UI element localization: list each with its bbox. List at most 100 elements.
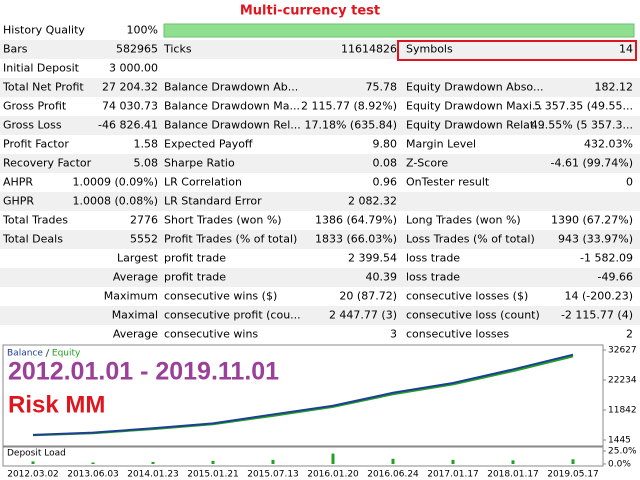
table-cell: consecutive losses — [406, 328, 509, 341]
table-cell: -4.61 (99.74%) — [551, 157, 633, 170]
table-cell: Ticks — [163, 43, 192, 56]
bar — [211, 460, 215, 464]
report-title: Multi-currency test — [240, 4, 380, 19]
row-background — [0, 268, 640, 287]
table-cell: 75.78 — [366, 81, 398, 94]
table-cell: 2 — [626, 328, 633, 341]
table-cell: GHPR — [3, 195, 34, 208]
bar — [91, 462, 95, 464]
table-cell: Loss Trades (% of total) — [406, 233, 535, 246]
chart-title: Deposit Load — [7, 449, 66, 459]
table-cell: Maximal — [112, 309, 158, 322]
table-cell: 27 204.32 — [102, 81, 158, 94]
table-cell: 1.0008 (0.08%) — [72, 195, 158, 208]
table-cell: profit trade — [164, 271, 226, 284]
table-cell: 1.0009 (0.09%) — [72, 176, 158, 189]
table-cell: Recovery Factor — [3, 157, 92, 170]
table-cell: OnTester result — [406, 176, 490, 189]
table-cell: 14 — [619, 43, 633, 56]
table-cell: Z-Score — [406, 157, 448, 170]
table-cell: loss trade — [406, 271, 460, 284]
x-tick-label: 2015.01.21 — [187, 470, 239, 480]
table-cell: Short Trades (won %) — [164, 214, 282, 227]
bar — [391, 458, 395, 464]
row-background — [0, 116, 640, 135]
table-cell: 1390 (67.27%) — [551, 214, 633, 227]
legend-entry: Balance — [7, 349, 43, 359]
table-cell: Bars — [3, 43, 28, 56]
table-cell: -2 115.77 (4) — [561, 309, 633, 322]
x-tick-label: 2015.07.13 — [247, 470, 299, 480]
y-tick-label: 0.0% — [608, 460, 631, 470]
quality-bar — [163, 23, 635, 38]
bar — [511, 460, 515, 464]
table-cell: 11614826 — [341, 43, 397, 56]
annotation: 2012.01.01 - 2019.11.01 — [8, 358, 279, 386]
table-cell: 100% — [127, 24, 158, 37]
table-cell: 2 082.32 — [348, 195, 397, 208]
table-cell: 0.96 — [373, 176, 398, 189]
table-cell: Total Trades — [2, 214, 68, 227]
table-cell: 3 000.00 — [109, 62, 158, 75]
table-cell: Expected Payoff — [164, 138, 253, 151]
table-cell: 582965 — [116, 43, 158, 56]
table-cell: Profit Factor — [3, 138, 69, 151]
x-tick-label: 2012.03.02 — [7, 470, 59, 480]
y-tick-label: 22234 — [608, 375, 637, 385]
table-cell: Long Trades (won %) — [406, 214, 521, 227]
table-cell: -46 826.41 — [98, 119, 158, 132]
table-cell: 432.03% — [584, 138, 633, 151]
table-cell: -49.66 — [598, 271, 633, 284]
table-cell: Sharpe Ratio — [164, 157, 235, 170]
highlight-box — [397, 40, 637, 61]
bar — [31, 461, 35, 464]
table-cell: Maximum — [104, 290, 158, 303]
table-cell: 5.08 — [134, 157, 159, 170]
table-cell: Balance Drawdown Rel... — [164, 119, 301, 132]
table-cell: Balance Drawdown Ab... — [164, 81, 298, 94]
y-tick-label: 11842 — [608, 405, 637, 415]
bar — [271, 459, 275, 464]
table-cell: 5552 — [130, 233, 158, 246]
y-tick-label: 32627 — [608, 346, 637, 356]
annotation: Risk MM — [8, 391, 105, 418]
y-tick-label: 1445 — [608, 436, 631, 446]
table-cell: loss trade — [406, 252, 460, 265]
table-cell: 20 (87.72) — [339, 290, 397, 303]
series-line — [32, 353, 574, 436]
row-background — [0, 249, 640, 268]
row-background — [0, 135, 640, 154]
table-cell: 2 399.54 — [348, 252, 397, 265]
row-background — [0, 78, 640, 97]
y-tick-label: 25.0% — [608, 447, 637, 457]
table-cell: Balance Drawdown Ma... — [164, 100, 300, 113]
table-cell: Equity Drawdown Abso... — [406, 81, 543, 94]
table-cell: profit trade — [164, 252, 226, 265]
table-cell: 14 (-200.23) — [564, 290, 633, 303]
table-cell: 2776 — [130, 214, 158, 227]
table-cell: consecutive loss (count) — [406, 309, 540, 322]
table-cell: consecutive wins ($) — [164, 290, 277, 303]
table-cell: Gross Profit — [3, 100, 67, 113]
row-background — [0, 40, 640, 59]
table-cell: 3 — [390, 328, 397, 341]
x-tick-label: 2016.06.24 — [367, 470, 419, 480]
x-tick-label: 2017.01.17 — [427, 470, 479, 480]
row-background — [0, 325, 640, 344]
x-tick-label: 2014.01.23 — [127, 470, 179, 480]
row-background — [0, 97, 640, 116]
table-cell: 40.39 — [366, 271, 398, 284]
table-cell: Equity Drawdown Relat... — [406, 119, 545, 132]
table-cell: -1 582.09 — [580, 252, 633, 265]
table-cell: 0 — [626, 176, 633, 189]
x-tick-label: 2016.01.20 — [307, 470, 359, 480]
table-cell: Largest — [117, 252, 159, 265]
table-cell: 1386 (64.79%) — [315, 214, 397, 227]
table-cell: 943 (33.97%) — [558, 233, 633, 246]
row-background — [0, 306, 640, 325]
table-cell: Total Net Profit — [2, 81, 84, 94]
x-tick-label: 2013.06.03 — [67, 470, 119, 480]
table-cell: consecutive profit (cou... — [164, 309, 301, 322]
